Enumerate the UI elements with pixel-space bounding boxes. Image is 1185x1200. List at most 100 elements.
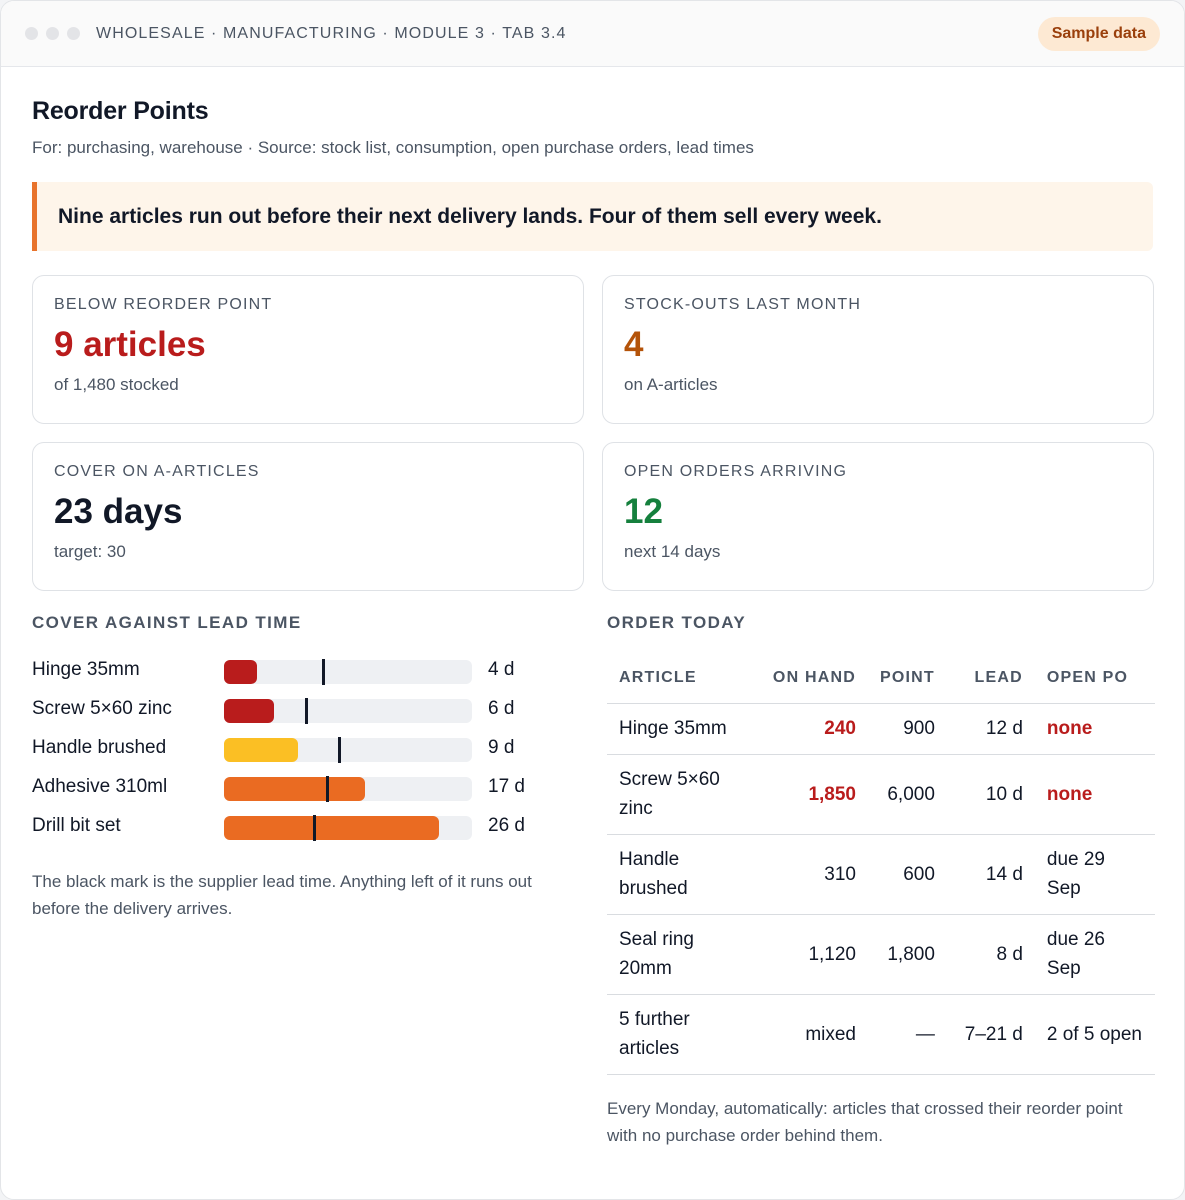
order-today-heading: ORDER TODAY: [607, 613, 747, 632]
order-table-body: Hinge 35mm 240 900 12 d none Screw 5×60 zinc 1…: [607, 703, 1155, 1075]
cover-bar: [224, 777, 365, 801]
cover-bar-row: Screw 5×60 zinc 6 d: [32, 692, 572, 731]
col-article: ARTICLE: [607, 653, 757, 704]
col-lead: LEAD: [946, 653, 1035, 704]
main-content: Reorder Points For: purchasing, warehous…: [1, 97, 1184, 1173]
bar-article-name: Handle brushed: [32, 737, 167, 758]
bar-track: [224, 659, 472, 685]
title-bar: WHOLESALE · MANUFACTURING · MODULE 3 · T…: [1, 1, 1184, 67]
cell-point: 600: [868, 834, 947, 915]
bar-value-label: 9 d: [488, 737, 515, 758]
cell-lead: 7–21 d: [946, 994, 1035, 1075]
cover-chart-heading: COVER AGAINST LEAD TIME: [32, 613, 302, 632]
lead-time-mark: [313, 815, 317, 841]
bar-article-name: Screw 5×60 zinc: [32, 698, 172, 719]
cover-bar: [224, 699, 274, 723]
kpi-card-cover: COVER ON A-ARTICLES 23 days target: 30: [32, 442, 584, 591]
cell-on-hand: mixed: [757, 994, 868, 1075]
cell-open-po: 2 of 5 open: [1034, 994, 1155, 1075]
page-title: Reorder Points: [32, 97, 209, 125]
close-window-dot[interactable]: [25, 27, 38, 40]
table-row[interactable]: Seal ring 20mm 1,120 1,800 8 d due 26 Sep: [607, 914, 1155, 995]
cell-on-hand: 310: [757, 834, 868, 915]
cover-bar: [224, 816, 439, 840]
cover-bar-row: Adhesive 310ml 17 d: [32, 770, 572, 809]
kpi-label: BELOW REORDER POINT: [54, 296, 273, 313]
col-point: POINT: [868, 653, 947, 704]
lead-time-mark: [325, 776, 329, 802]
lead-time-mark: [338, 737, 342, 763]
kpi-sub: target: 30: [54, 541, 126, 561]
order-table: ARTICLE ON HAND POINT LEAD OPEN PO Hinge…: [607, 653, 1155, 1075]
kpi-sub: of 1,480 stocked: [54, 374, 179, 394]
kpi-label: STOCK-OUTS LAST MONTH: [624, 296, 862, 313]
order-today-panel: ORDER TODAY ARTICLE ON HAND POINT LEAD O…: [607, 613, 1155, 1149]
kpi-cards: BELOW REORDER POINT 9 articles of 1,480 …: [32, 275, 1154, 593]
col-on-hand: ON HAND: [757, 653, 868, 704]
bar-article-name: Adhesive 310ml: [32, 776, 168, 797]
kpi-value: 23 days: [54, 492, 183, 531]
bar-track: [224, 698, 472, 724]
col-open-po: OPEN PO: [1034, 653, 1155, 704]
order-table-footnote: Every Monday, automatically: articles th…: [607, 1098, 1123, 1145]
kpi-card-stockouts: STOCK-OUTS LAST MONTH 4 on A-articles: [602, 275, 1154, 424]
bar-article-name: Hinge 35mm: [32, 659, 140, 680]
lead-time-mark: [321, 659, 325, 685]
window-controls: [25, 27, 80, 40]
cell-article: Screw 5×60 zinc: [607, 754, 757, 835]
cover-bar-row: Drill bit set 26 d: [32, 809, 572, 848]
headline-text: Nine articles run out before their next …: [58, 204, 882, 228]
maximize-window-dot[interactable]: [67, 27, 80, 40]
cover-bar: [224, 738, 299, 762]
cell-on-hand: 240: [757, 703, 868, 755]
cover-bar-row: Hinge 35mm 4 d: [32, 653, 572, 692]
cell-open-po: due 29 Sep: [1034, 834, 1155, 915]
headline-callout: Nine articles run out before their next …: [32, 182, 1153, 251]
cell-point: —: [868, 994, 947, 1075]
table-row[interactable]: Screw 5×60 zinc 1,850 6,000 10 d none: [607, 754, 1155, 835]
cover-bar-row: Handle brushed 9 d: [32, 731, 572, 770]
kpi-sub: on A-articles: [624, 374, 718, 394]
bar-track: [224, 737, 472, 763]
cell-lead: 14 d: [946, 834, 1035, 915]
kpi-value: 9 articles: [54, 325, 206, 364]
cell-on-hand: 1,120: [757, 914, 868, 995]
kpi-label: COVER ON A-ARTICLES: [54, 463, 260, 480]
cell-article: 5 further articles: [607, 994, 757, 1075]
page-subtitle: For: purchasing, warehouse · Source: sto…: [32, 138, 754, 157]
kpi-sub: next 14 days: [624, 541, 721, 561]
cell-lead: 12 d: [946, 703, 1035, 755]
kpi-label: OPEN ORDERS ARRIVING: [624, 463, 848, 480]
table-header-row: ARTICLE ON HAND POINT LEAD OPEN PO: [607, 653, 1155, 704]
cell-point: 1,800: [868, 914, 947, 995]
cell-open-po: due 26 Sep: [1034, 914, 1155, 995]
table-row[interactable]: Handle brushed 310 600 14 d due 29 Sep: [607, 834, 1155, 915]
bar-value-label: 6 d: [488, 698, 515, 719]
kpi-value: 4: [624, 325, 644, 364]
cell-article: Hinge 35mm: [607, 703, 757, 755]
bar-track: [224, 776, 472, 802]
table-row[interactable]: Hinge 35mm 240 900 12 d none: [607, 703, 1155, 755]
lower-section: COVER AGAINST LEAD TIME Hinge 35mm 4 d Scr…: [32, 613, 1155, 1173]
cover-chart: Hinge 35mm 4 d Screw 5×60 zinc 6 d Handle br…: [32, 653, 572, 848]
breadcrumb: WHOLESALE · MANUFACTURING · MODULE 3 · T…: [96, 24, 567, 42]
cover-chart-note: The black mark is the supplier lead time…: [32, 872, 532, 918]
cover-bar: [224, 660, 258, 684]
kpi-card-below-reorder: BELOW REORDER POINT 9 articles of 1,480 …: [32, 275, 584, 424]
kpi-value: 12: [624, 492, 663, 531]
cell-article: Seal ring 20mm: [607, 914, 757, 995]
minimize-window-dot[interactable]: [46, 27, 59, 40]
bar-value-label: 17 d: [488, 776, 525, 797]
bar-value-label: 4 d: [488, 659, 515, 680]
cell-point: 900: [868, 703, 947, 755]
lead-time-mark: [305, 698, 309, 724]
bar-value-label: 26 d: [488, 815, 525, 836]
cell-article: Handle brushed: [607, 834, 757, 915]
sample-data-badge: Sample data: [1037, 17, 1160, 51]
bar-track: [224, 815, 472, 841]
cell-lead: 10 d: [946, 754, 1035, 835]
bar-article-name: Drill bit set: [32, 815, 121, 836]
cover-chart-panel: COVER AGAINST LEAD TIME Hinge 35mm 4 d Scr…: [32, 613, 572, 922]
